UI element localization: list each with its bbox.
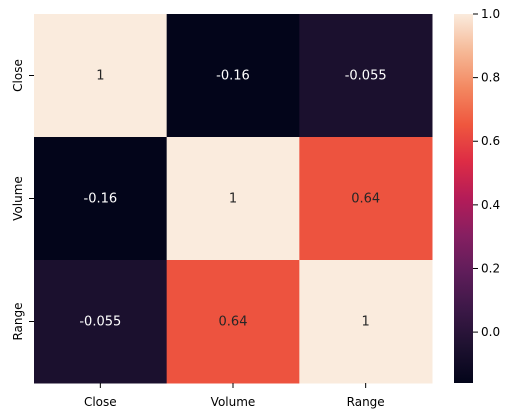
heatmap-cell — [166, 137, 300, 261]
heatmap-cell — [34, 14, 168, 138]
heatmap-cell-label: -0.055 — [79, 315, 121, 330]
x-axis-ticks: Close Volume Range — [84, 383, 385, 409]
heatmap-cell — [166, 14, 300, 138]
colorbar-ticks: 1.0 0.8 0.6 0.4 0.2 0.0 — [473, 7, 500, 339]
heatmap-cell — [34, 260, 168, 384]
y-tick-label: Close — [11, 59, 25, 92]
heatmap-cell — [299, 137, 433, 261]
y-tick-label: Range — [11, 302, 25, 340]
colorbar — [454, 14, 473, 383]
heatmap-cell-label: 0.64 — [219, 315, 248, 330]
heatmap-cell — [299, 14, 433, 138]
heatmap-cell-label: 0.64 — [351, 192, 380, 207]
colorbar-tick-label: 0.8 — [481, 71, 500, 85]
heatmap-cell — [34, 137, 168, 261]
heatmap-cell-label: 1 — [229, 192, 237, 207]
heatmap-cell-label: -0.16 — [216, 69, 250, 84]
colorbar-tick-label: 0.2 — [481, 261, 500, 275]
x-tick-label: Volume — [211, 395, 256, 409]
colorbar-tick-label: 0.6 — [481, 134, 500, 148]
heatmap-cell-label: 1 — [96, 69, 104, 84]
heatmap-cell-label: 1 — [362, 315, 370, 330]
x-tick-label: Range — [347, 395, 385, 409]
colorbar-tick-label: 0.0 — [481, 325, 500, 339]
y-tick-label: Volume — [11, 176, 25, 221]
heatmap-cells — [34, 14, 433, 384]
heatmap-cell-label: -0.055 — [345, 69, 387, 84]
heatmap-cell-label: -0.16 — [84, 192, 118, 207]
heatmap-cell — [299, 260, 433, 384]
heatmap-cell-labels: 1 -0.16 -0.055 -0.16 1 0.64 -0.055 0.64 1 — [79, 69, 386, 330]
x-tick-label: Close — [84, 395, 117, 409]
colorbar-tick-label: 0.4 — [481, 198, 500, 212]
colorbar-tick-label: 1.0 — [481, 7, 500, 21]
heatmap-cell — [166, 260, 300, 384]
y-axis-ticks: Close Volume Range — [11, 59, 34, 341]
